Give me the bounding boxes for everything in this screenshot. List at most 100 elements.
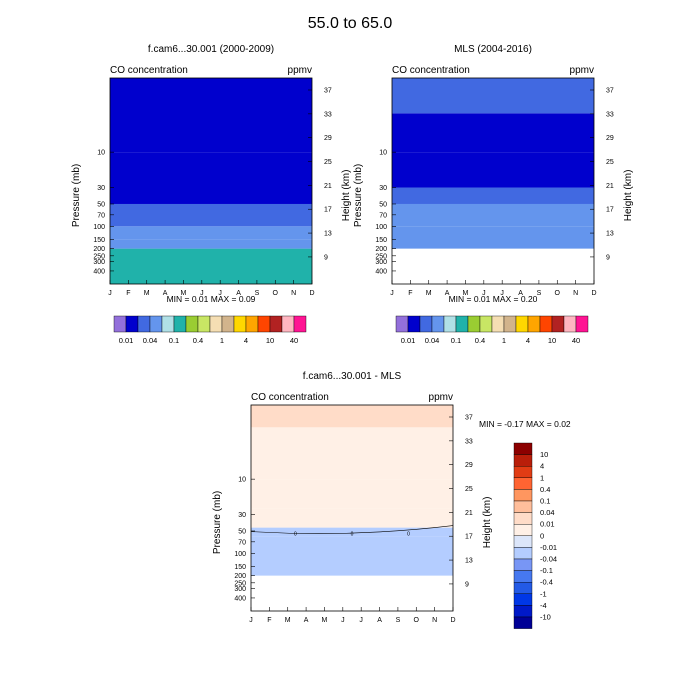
month-tick-label: A: [445, 290, 450, 297]
month-tick-label: J: [390, 290, 394, 297]
contour-label: 0: [294, 532, 297, 538]
month-tick-label: J: [500, 290, 504, 297]
plot-frame: [250, 404, 454, 612]
colorbar-swatch: [209, 315, 223, 333]
contour-band: [110, 203, 312, 227]
colorbar-swatch: [513, 454, 533, 467]
colorbar-horizontal: 0.01 0.04 0.1 0.4 1 4 10 40: [113, 315, 307, 345]
colorbar-swatch: [233, 315, 247, 333]
colorbar-label: 1: [502, 336, 506, 345]
pressure-tick-label: 30: [97, 185, 105, 192]
colorbar-label: 10: [266, 336, 274, 345]
height-tick-label: 17: [324, 207, 332, 214]
month-tick-label: A: [377, 617, 382, 624]
pressure-tick-label: 250: [93, 253, 105, 260]
contour-band: [392, 113, 594, 153]
month-tick-label: A: [236, 290, 241, 297]
colorbar-swatch: [515, 315, 529, 333]
colorbar-swatch: [245, 315, 259, 333]
month-tick-label: D: [450, 617, 455, 624]
month-tick-label: J: [249, 617, 253, 624]
colorbar-label: 10: [548, 336, 556, 345]
colorbar-swatch: [221, 315, 235, 333]
month-tick-label: J: [200, 290, 204, 297]
colorbar-label: 0.01: [119, 336, 134, 345]
height-tick-label: 21: [465, 510, 473, 517]
contour-band: [251, 527, 453, 537]
colorbar-horizontal: 0.01 0.04 0.1 0.4 1 4 10 40: [395, 315, 589, 345]
contour-band: [110, 239, 312, 249]
contour-band: [392, 152, 594, 188]
colorbar-label: 1: [540, 473, 544, 482]
contour-band: [110, 248, 312, 284]
colorbar-swatch: [513, 593, 533, 606]
height-tick-label: 21: [324, 183, 332, 190]
month-tick-label: A: [163, 290, 168, 297]
pressure-tick-label: 100: [234, 551, 246, 558]
colorbar-label: -10: [540, 613, 551, 622]
colorbar-swatch: [513, 558, 533, 571]
height-tick-label: 33: [606, 111, 614, 118]
colorbar-swatch: [513, 466, 533, 479]
colorbar-label: -0.4: [540, 578, 553, 587]
month-tick-label: D: [309, 290, 314, 297]
colorbar-swatch: [513, 442, 533, 455]
height-tick-label: 17: [465, 534, 473, 541]
pressure-tick-label: 70: [238, 539, 246, 546]
month-tick-label: S: [255, 290, 260, 297]
height-tick-label: 13: [324, 231, 332, 238]
colorbar-swatch: [479, 315, 493, 333]
colorbar-swatch: [161, 315, 175, 333]
contour-band: [251, 479, 453, 509]
month-tick-label: M: [463, 290, 469, 297]
colorbar-swatch: [137, 315, 151, 333]
colorbar-label: 40: [290, 336, 298, 345]
colorbar-swatch: [513, 582, 533, 595]
colorbar-swatch: [113, 315, 127, 333]
colorbar-label: -1: [540, 589, 547, 598]
pressure-tick-label: 200: [375, 246, 387, 253]
colorbar-swatch: [513, 512, 533, 525]
height-tick-label: 13: [465, 558, 473, 565]
colorbar-label: 0.01: [540, 520, 555, 529]
min-max-stats: MIN = 0.01 MAX = 0.20: [449, 294, 538, 304]
variable-label: CO concentration: [251, 392, 329, 403]
pressure-tick-label: 250: [375, 253, 387, 260]
colorbar-swatch: [513, 489, 533, 502]
panel-title: f.cam6...30.001 - MLS: [303, 371, 402, 382]
month-tick-label: F: [408, 290, 412, 297]
colorbar-swatch: [185, 315, 199, 333]
colorbar-label: 4: [244, 336, 248, 345]
pressure-tick-label: 100: [375, 224, 387, 231]
plot-frame: [391, 77, 595, 285]
colorbar-swatch: [575, 315, 589, 333]
pressure-tick-label: 50: [379, 201, 387, 208]
contour-band: [251, 536, 453, 576]
colorbar-swatch: [513, 616, 533, 629]
month-tick-label: M: [181, 290, 187, 297]
contour-band: [110, 152, 312, 204]
month-tick-label: J: [341, 617, 345, 624]
month-tick-label: N: [573, 290, 578, 297]
colorbar-label: -0.01: [540, 543, 557, 552]
colorbar-swatch: [513, 535, 533, 548]
month-tick-label: J: [108, 290, 112, 297]
height-tick-label: 33: [324, 111, 332, 118]
y-axis-right-label: Height (km): [482, 497, 493, 549]
height-tick-label: 13: [606, 231, 614, 238]
pressure-tick-label: 400: [375, 268, 387, 275]
pressure-tick-label: 400: [93, 268, 105, 275]
colorbars-layer: 0.01 0.04 0.1 0.4 1 4 10 40 0.01 0.04 0.1 0.4 1 4 10 40…: [113, 315, 589, 629]
colorbar-swatch: [125, 315, 139, 333]
colorbar-label: 0.4: [540, 485, 550, 494]
panel-title: f.cam6...30.001 (2000-2009): [148, 44, 274, 55]
month-tick-label: J: [218, 290, 222, 297]
colorbar-label: 0.04: [143, 336, 158, 345]
pressure-tick-label: 10: [238, 477, 246, 484]
colorbar-swatch: [527, 315, 541, 333]
month-tick-label: D: [591, 290, 596, 297]
colorbar-label: 0.04: [425, 336, 440, 345]
units-label: ppmv: [429, 392, 453, 403]
colorbar-label: 4: [540, 462, 544, 471]
month-tick-label: F: [267, 617, 271, 624]
